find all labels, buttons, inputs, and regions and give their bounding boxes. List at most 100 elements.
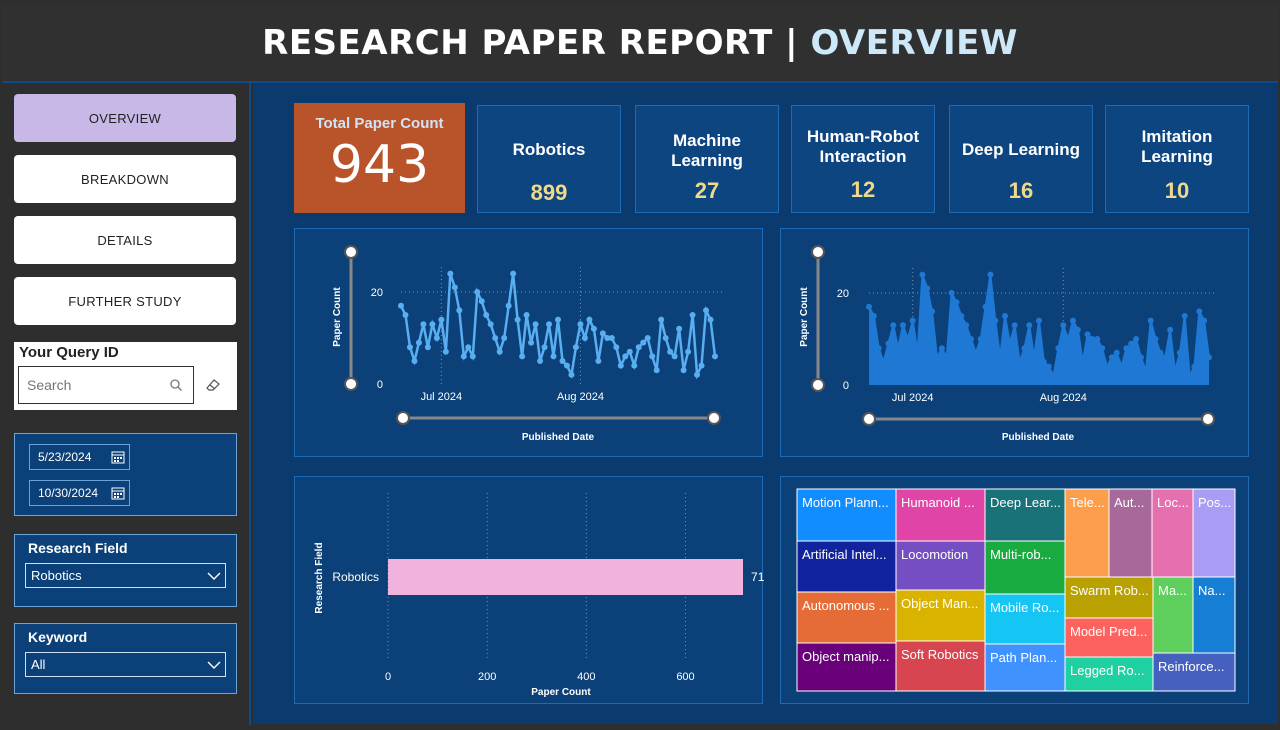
- treemap-tile[interactable]: Ma...: [1152, 576, 1194, 654]
- data-point[interactable]: [1191, 363, 1198, 370]
- end-date-field[interactable]: 10/30/2024: [29, 480, 130, 506]
- data-point[interactable]: [465, 344, 472, 351]
- data-point[interactable]: [1181, 313, 1188, 319]
- data-point[interactable]: [451, 284, 458, 291]
- data-point[interactable]: [1206, 354, 1212, 361]
- data-point[interactable]: [689, 312, 696, 318]
- details-button[interactable]: DETAILS: [14, 216, 236, 264]
- data-point[interactable]: [528, 339, 535, 346]
- data-point[interactable]: [1157, 349, 1164, 356]
- data-point[interactable]: [1142, 368, 1149, 375]
- data-point[interactable]: [703, 307, 710, 314]
- data-point[interactable]: [712, 353, 718, 360]
- data-point[interactable]: [658, 316, 665, 323]
- data-point[interactable]: [992, 317, 999, 324]
- treemap-tile[interactable]: Swarm Rob...: [1064, 576, 1154, 619]
- treemap-tile[interactable]: Tele...: [1064, 488, 1110, 578]
- data-point[interactable]: [617, 362, 624, 369]
- bar[interactable]: [388, 559, 744, 595]
- data-point[interactable]: [559, 358, 566, 364]
- data-point[interactable]: [644, 335, 651, 341]
- data-point[interactable]: [1084, 331, 1091, 338]
- data-point[interactable]: [586, 316, 593, 323]
- data-point[interactable]: [568, 371, 575, 378]
- data-point[interactable]: [420, 321, 427, 328]
- data-point[interactable]: [963, 322, 970, 329]
- data-point[interactable]: [433, 335, 440, 341]
- data-point[interactable]: [909, 317, 916, 324]
- data-point[interactable]: [550, 353, 557, 360]
- data-point[interactable]: [919, 271, 926, 278]
- data-point[interactable]: [698, 362, 705, 369]
- data-point[interactable]: [938, 345, 945, 352]
- data-point[interactable]: [1147, 317, 1154, 324]
- data-point[interactable]: [1050, 372, 1057, 379]
- data-point[interactable]: [1176, 349, 1183, 356]
- data-point[interactable]: [514, 316, 521, 323]
- data-point[interactable]: [1074, 326, 1081, 333]
- breakdown-button[interactable]: BREAKDOWN: [14, 155, 236, 203]
- data-point[interactable]: [456, 307, 463, 314]
- data-point[interactable]: [1128, 340, 1135, 347]
- data-point[interactable]: [1055, 345, 1062, 352]
- data-point[interactable]: [595, 358, 602, 364]
- data-point[interactable]: [870, 313, 877, 319]
- data-point[interactable]: [447, 270, 454, 277]
- data-point[interactable]: [680, 367, 687, 374]
- data-point[interactable]: [532, 321, 539, 328]
- data-point[interactable]: [492, 335, 499, 341]
- data-point[interactable]: [505, 302, 512, 309]
- data-point[interactable]: [953, 299, 960, 306]
- data-point[interactable]: [411, 358, 418, 364]
- data-point[interactable]: [640, 339, 647, 346]
- treemap-tile[interactable]: Multi-rob...: [984, 540, 1066, 595]
- data-point[interactable]: [1113, 349, 1120, 356]
- data-point[interactable]: [483, 312, 490, 318]
- data-point[interactable]: [1133, 336, 1140, 342]
- search-field[interactable]: [18, 366, 194, 404]
- treemap-tile[interactable]: Object Man...: [895, 589, 986, 642]
- data-point[interactable]: [496, 348, 503, 355]
- y-range-slider-handle[interactable]: [811, 378, 825, 392]
- data-point[interactable]: [501, 335, 508, 341]
- data-point[interactable]: [948, 290, 955, 296]
- data-point[interactable]: [599, 330, 606, 337]
- data-point[interactable]: [958, 313, 965, 319]
- data-point[interactable]: [541, 344, 548, 351]
- data-point[interactable]: [555, 316, 561, 323]
- data-point[interactable]: [572, 344, 579, 351]
- data-point[interactable]: [653, 367, 660, 374]
- data-point[interactable]: [943, 354, 950, 361]
- data-point[interactable]: [671, 353, 678, 360]
- data-point[interactable]: [972, 349, 979, 356]
- data-point[interactable]: [977, 336, 984, 342]
- treemap-tile[interactable]: Aut...: [1108, 488, 1153, 578]
- data-point[interactable]: [982, 303, 989, 310]
- data-point[interactable]: [1040, 359, 1047, 365]
- data-point[interactable]: [875, 345, 882, 352]
- data-point[interactable]: [694, 371, 701, 378]
- data-point[interactable]: [519, 353, 526, 360]
- data-point[interactable]: [914, 349, 921, 356]
- calendar-icon[interactable]: [111, 486, 125, 500]
- data-point[interactable]: [424, 344, 431, 351]
- data-point[interactable]: [685, 348, 692, 355]
- data-point[interactable]: [1002, 313, 1008, 319]
- data-point[interactable]: [1167, 326, 1174, 333]
- data-point[interactable]: [1006, 340, 1013, 347]
- treemap-tile[interactable]: Locomotion: [895, 540, 986, 591]
- data-point[interactable]: [1070, 317, 1076, 324]
- further-study-button[interactable]: FURTHER STUDY: [14, 277, 236, 325]
- data-point[interactable]: [649, 353, 656, 360]
- data-point[interactable]: [546, 321, 553, 328]
- y-range-slider-handle[interactable]: [344, 377, 358, 391]
- data-point[interactable]: [1186, 372, 1193, 379]
- overview-button[interactable]: OVERVIEW: [14, 94, 236, 142]
- data-point[interactable]: [1162, 354, 1169, 361]
- treemap-tile[interactable]: Path Plan...: [984, 643, 1066, 692]
- data-point[interactable]: [707, 316, 714, 323]
- data-point[interactable]: [581, 335, 588, 341]
- data-point[interactable]: [1196, 308, 1203, 315]
- treemap-tile[interactable]: Na...: [1192, 576, 1236, 654]
- data-point[interactable]: [478, 298, 485, 305]
